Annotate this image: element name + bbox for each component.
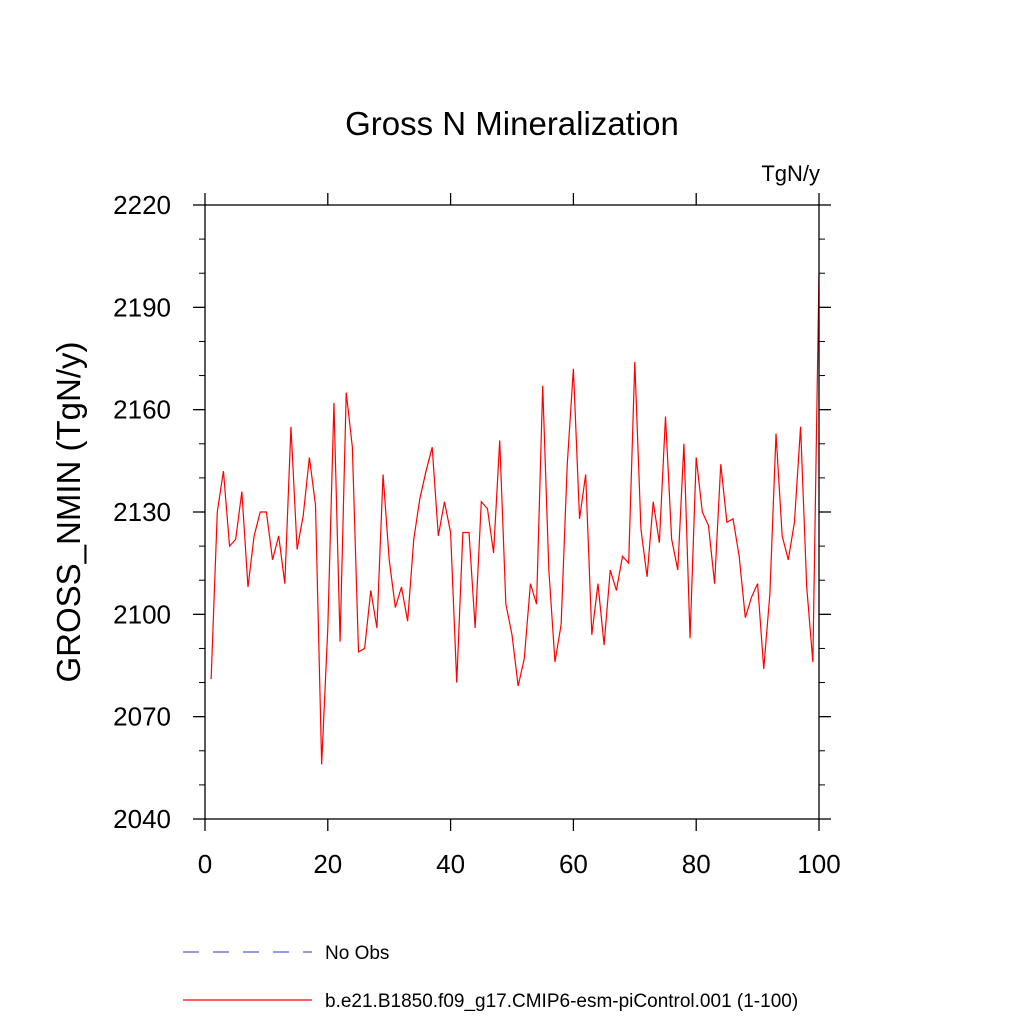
y-axis-label: GROSS_NMIN (TgN/y) (50, 341, 87, 682)
y-tick-label: 2040 (113, 804, 171, 834)
x-tick-label: 20 (313, 849, 342, 879)
legend-label: b.e21.B1850.f09_g17.CMIP6-esm-piControl.… (325, 991, 798, 1012)
legend-label: No Obs (325, 943, 389, 964)
x-tick-label: 100 (797, 849, 840, 879)
chart-title: Gross N Mineralization (345, 105, 679, 142)
y-tick-label: 2130 (113, 497, 171, 527)
y-tick-label: 2070 (113, 702, 171, 732)
plot-frame (204, 204, 820, 820)
x-tick-label: 0 (198, 849, 212, 879)
x-tick-label: 60 (559, 849, 588, 879)
y-tick-label: 2190 (113, 292, 171, 322)
data-series-line (210, 273, 820, 765)
y-tick-label: 2100 (113, 599, 171, 629)
y-tick-label: 2160 (113, 395, 171, 425)
x-tick-label: 80 (682, 849, 711, 879)
legend: No Obs b.e21.B1850.f09_g17.CMIP6-esm-piCo… (183, 943, 798, 1012)
y-tick-label: 2220 (113, 190, 171, 220)
x-tick-label: 40 (436, 849, 465, 879)
units-label: TgN/y (761, 161, 820, 186)
